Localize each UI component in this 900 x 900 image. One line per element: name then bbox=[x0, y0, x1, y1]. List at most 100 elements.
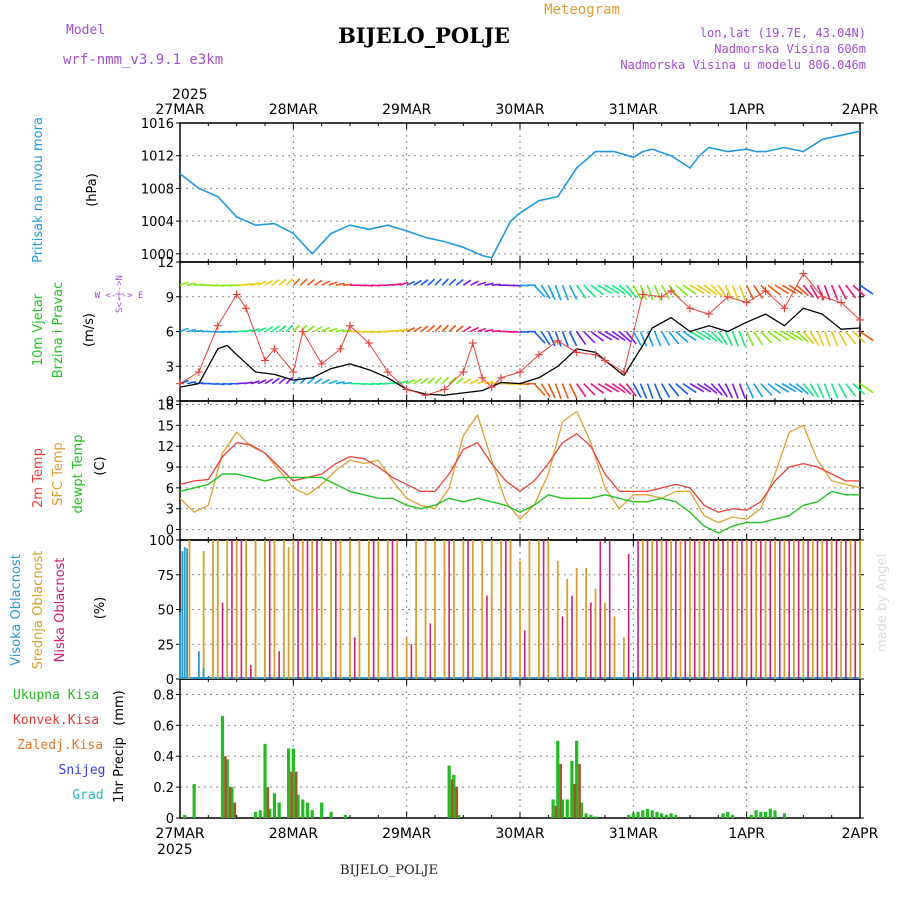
wind-barb bbox=[285, 324, 294, 333]
wind-gust-marker bbox=[364, 339, 373, 348]
wind-barb bbox=[852, 330, 866, 343]
wind-barb bbox=[830, 331, 839, 347]
wind-ytick-label: 0 bbox=[166, 395, 174, 410]
wind-barb bbox=[731, 383, 739, 399]
precip-conv-bar bbox=[554, 805, 558, 818]
wind-barb bbox=[653, 383, 662, 399]
precip-legend-hail: Grad bbox=[72, 788, 103, 803]
wind-gust-marker bbox=[487, 383, 496, 392]
cloud-mid-bar bbox=[575, 567, 578, 679]
wind-barb bbox=[420, 279, 429, 286]
cloud-low-bar bbox=[590, 602, 592, 679]
cloud-low-bar bbox=[523, 630, 526, 679]
wind-barb bbox=[568, 383, 578, 399]
wind-gust-marker bbox=[194, 368, 203, 377]
wind-barb bbox=[583, 284, 596, 298]
wind-barb bbox=[590, 382, 605, 394]
wind-barb bbox=[271, 279, 280, 286]
cloud-mid-bar bbox=[585, 567, 588, 679]
precip-total-bar bbox=[636, 811, 640, 818]
cloud-mid-bar bbox=[358, 540, 361, 679]
wind-barb bbox=[788, 284, 803, 295]
cloud-low-bar bbox=[722, 540, 724, 679]
wind-barb bbox=[420, 377, 429, 385]
cloud-mid-bar bbox=[287, 546, 290, 679]
wind-gust-marker bbox=[534, 350, 543, 359]
wind-barb bbox=[838, 331, 848, 346]
cloud-mid-bar bbox=[519, 560, 521, 679]
wind-barb bbox=[470, 280, 479, 286]
wind-gust-marker bbox=[601, 356, 609, 365]
cloud-mid-bar bbox=[254, 540, 257, 679]
wind-gust-marker bbox=[383, 368, 392, 377]
wind-barb bbox=[646, 383, 654, 399]
footer-station: BIJELO_POLJE bbox=[340, 863, 438, 878]
wind-barb bbox=[760, 383, 773, 396]
precip-total-bar bbox=[277, 802, 281, 818]
cloud-mid-bar bbox=[859, 540, 861, 679]
wind-barb bbox=[470, 326, 479, 333]
cloud-mid-bar bbox=[339, 540, 342, 679]
clouds-ytick-label: 50 bbox=[157, 604, 174, 619]
wind-barb bbox=[781, 330, 797, 341]
pressure-unit: (hPa) bbox=[85, 173, 100, 207]
precip-unit: (mm) bbox=[112, 690, 127, 725]
precip-conv-bar bbox=[450, 779, 454, 818]
wind-compass-ew: W <-|-> E bbox=[95, 291, 144, 301]
wind-gust-marker bbox=[440, 385, 449, 394]
wind-gust-marker bbox=[261, 356, 269, 365]
wind-barb bbox=[455, 325, 464, 333]
precip-conv-bar bbox=[578, 763, 581, 818]
precip-total-bar bbox=[272, 793, 277, 818]
wind-barb bbox=[710, 284, 723, 298]
precip-total-bar bbox=[721, 813, 725, 818]
wind-barb bbox=[590, 284, 605, 296]
wind-barb bbox=[576, 383, 587, 398]
cloud-mid-bar bbox=[212, 540, 214, 679]
precip-total-bar bbox=[310, 810, 314, 818]
temperature-ytick-label: 6 bbox=[166, 482, 174, 497]
wind-barb bbox=[321, 280, 331, 286]
wind-barb bbox=[625, 284, 637, 299]
wind-barb bbox=[186, 328, 197, 333]
wind-barb bbox=[682, 284, 697, 295]
wind-barb bbox=[682, 382, 697, 394]
year-top: 2025 bbox=[172, 87, 208, 103]
precip-ytick-label: 0.2 bbox=[153, 781, 174, 796]
wind-barb bbox=[696, 382, 712, 393]
cloud-low-bar bbox=[335, 540, 337, 679]
wind-gust-marker bbox=[317, 359, 326, 368]
precip-ytick-label: 0.4 bbox=[153, 750, 174, 765]
wind-barb bbox=[413, 326, 422, 333]
precip-total-bar bbox=[192, 784, 196, 818]
wind-ytick-label: 9 bbox=[166, 291, 174, 306]
wind-barb bbox=[753, 331, 764, 346]
clouds-ytick-label: 0 bbox=[166, 673, 174, 688]
wind-barb bbox=[838, 284, 848, 300]
wind-barb bbox=[484, 380, 494, 385]
wind-barb bbox=[441, 376, 450, 385]
wind-barb bbox=[568, 284, 578, 300]
precip-total-bar bbox=[575, 740, 579, 818]
wind-barb bbox=[441, 324, 450, 333]
precip-total-bar bbox=[768, 808, 772, 818]
cloud-mid-bar bbox=[745, 540, 748, 679]
wind-ytick-label: 6 bbox=[166, 326, 174, 341]
wind-barb bbox=[561, 383, 569, 399]
pressure-ytick-label: 1012 bbox=[141, 150, 174, 165]
wind-barb bbox=[278, 377, 287, 385]
cloud-low-bar bbox=[391, 540, 394, 679]
wind-barb bbox=[724, 383, 734, 399]
wind-barb bbox=[703, 284, 718, 296]
wind-barb bbox=[285, 278, 294, 286]
wind-barb bbox=[306, 325, 315, 333]
wind-barb bbox=[597, 330, 613, 341]
cloud-mid-bar bbox=[622, 637, 625, 679]
cloud-mid-bar bbox=[774, 540, 776, 679]
wind-barb bbox=[477, 281, 487, 286]
wind-barb bbox=[321, 378, 331, 385]
wind-barb bbox=[745, 284, 755, 300]
wind-barb bbox=[774, 382, 790, 393]
wind-barb bbox=[561, 331, 569, 347]
cloud-mid-bar bbox=[490, 540, 493, 679]
